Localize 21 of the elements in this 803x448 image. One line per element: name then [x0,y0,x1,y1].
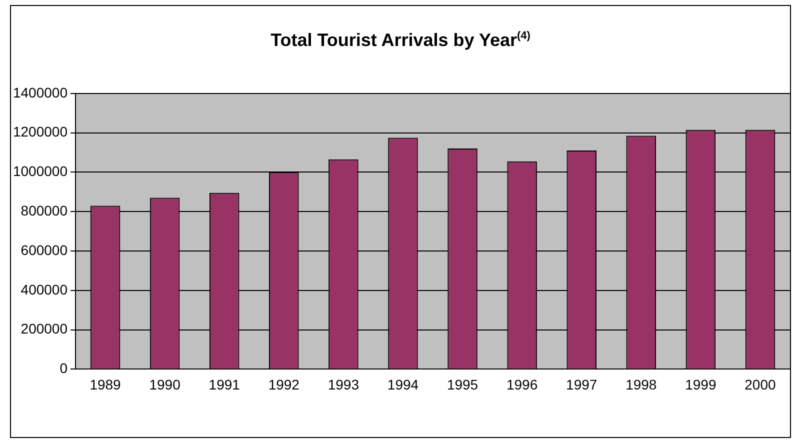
x-tick-label: 1990 [149,376,181,392]
y-tick-label: 0 [60,360,68,376]
x-tick-label: 1991 [208,376,240,392]
x-tick-label: 1994 [387,376,419,392]
x-tick-label: 1989 [90,376,122,392]
y-tick-label: 800000 [20,202,68,218]
x-tick-label: 1999 [685,376,716,392]
x-tick-label: 2000 [744,376,776,392]
x-tick-label: 1993 [328,376,360,392]
y-tick-label: 200000 [20,320,68,337]
y-tick-label: 400000 [20,281,68,298]
y-tick-label: 1000000 [12,163,68,180]
x-tick-label: 1992 [268,376,300,392]
x-tick-label: 1997 [566,376,598,392]
y-tick-label: 1200000 [12,124,68,140]
chart-title: Total Tourist Arrivals by Year$^{(4)}$ [270,30,532,51]
y-tick-label: 600000 [20,242,68,258]
x-tick-label: 1995 [446,376,478,392]
x-tick-label: 1996 [506,376,538,392]
x-tick-label: 1998 [626,376,657,392]
y-tick-label: 1400000 [12,84,68,100]
